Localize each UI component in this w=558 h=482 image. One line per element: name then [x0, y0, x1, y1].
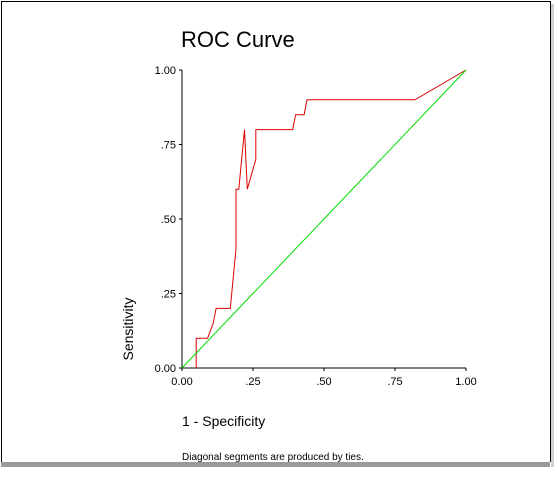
- y-tick-label: 0.00: [155, 363, 176, 375]
- x-tick-label: .50: [316, 376, 331, 388]
- x-tick-label: .75: [387, 376, 402, 388]
- y-tick-label: .50: [161, 214, 176, 226]
- y-tick-label: 1.00: [155, 65, 176, 77]
- y-tick-label: .75: [161, 140, 176, 152]
- bottom-rule: [1, 462, 550, 467]
- x-tick-label: 1.00: [455, 376, 476, 388]
- x-axis-label: 1 - Specificity: [182, 413, 266, 429]
- frame-shadow: [551, 4, 554, 467]
- chart-title: ROC Curve: [181, 27, 295, 52]
- roc-curve-line: [195, 69, 467, 368]
- x-tick-label: 0.00: [171, 376, 192, 388]
- x-tick-label: .25: [245, 376, 260, 388]
- y-tick-label: .25: [161, 289, 176, 301]
- reference-diagonal-line: [181, 69, 467, 369]
- footnote: Diagonal segments are produced by ties.: [182, 452, 364, 463]
- y-axis-label: Sensitivity: [120, 297, 136, 360]
- chart-frame: [1, 1, 551, 462]
